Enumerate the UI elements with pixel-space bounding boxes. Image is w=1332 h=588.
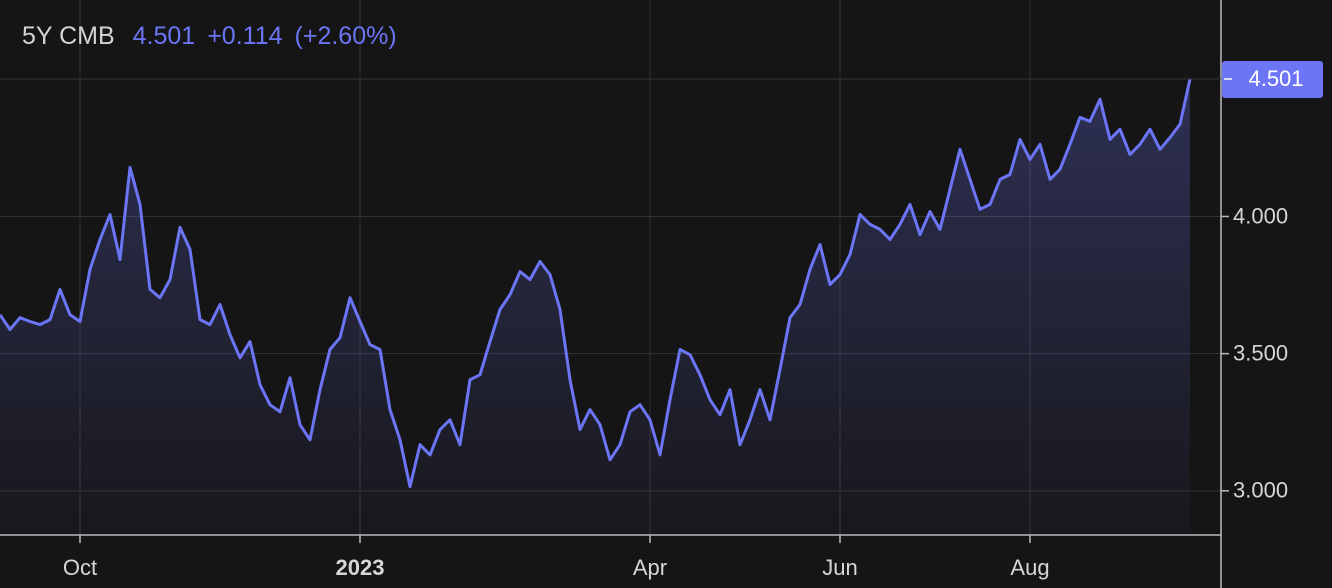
change-pct: (+2.60%) (294, 22, 397, 50)
price: 4.501 (132, 22, 196, 50)
line (0, 78, 1192, 489)
area (0, 79, 1190, 535)
x-tick-label: Jun (822, 555, 857, 580)
price-tag (1222, 61, 1323, 99)
header: 5Y CMB 4.501 +0.114 (+2.60%) (22, 22, 397, 51)
price-tag-label: 4.501 (1248, 66, 1303, 91)
x-tick-label: Oct (63, 555, 97, 580)
x-tick-label: Apr (633, 555, 667, 580)
y-tick-label: 4.000 (1233, 203, 1288, 228)
change: +0.114 (207, 22, 283, 50)
x-tick-label: 2023 (336, 555, 385, 580)
x-tick-label: Aug (1010, 555, 1049, 580)
symbol: 5Y CMB (22, 22, 115, 50)
y-tick-label: 3.000 (1233, 478, 1288, 503)
y-tick-label: 3.500 (1233, 340, 1288, 365)
